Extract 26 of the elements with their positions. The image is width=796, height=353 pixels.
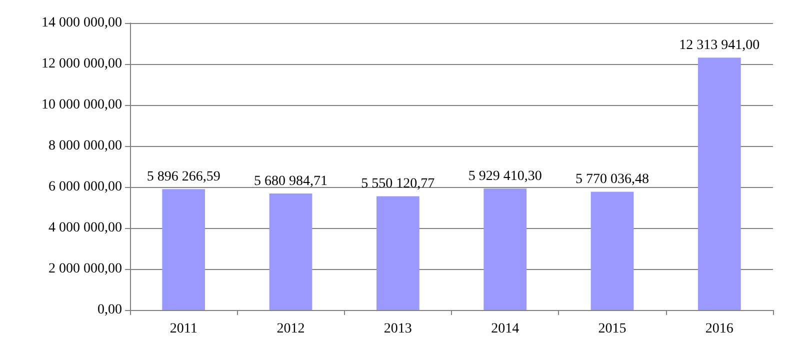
- y-tick-label: 12 000 000,00: [42, 56, 122, 72]
- y-tick-label: 14 000 000,00: [42, 16, 122, 30]
- data-label: 5 550 120,77: [361, 176, 435, 192]
- y-tick-label: 0,00: [98, 302, 122, 318]
- data-label: 5 896 266,59: [146, 170, 220, 185]
- x-tick-label: 2014: [491, 322, 520, 336]
- bar: [698, 58, 741, 310]
- x-tick-label: 2013: [384, 322, 412, 336]
- bar: [162, 189, 206, 310]
- y-tick-label: 6 000 000,00: [48, 180, 122, 194]
- y-tick-label: 2 000 000,00: [48, 262, 122, 276]
- x-tick-label: 2016: [705, 322, 734, 336]
- data-label: 5 770 036,48: [576, 172, 649, 188]
- data-label: 5 680 984,71: [254, 174, 328, 190]
- x-tick-label: 2015: [598, 322, 626, 336]
- data-label: 5 929 410,30: [468, 168, 542, 184]
- y-tick-label: 8 000 000,00: [48, 138, 122, 154]
- bar: [376, 196, 420, 310]
- bar: [590, 192, 634, 310]
- x-tick-label: 2012: [276, 322, 305, 336]
- bar: [484, 188, 527, 310]
- x-tick-label: 2011: [170, 322, 198, 336]
- y-tick-label: 4 000 000,00: [48, 220, 122, 236]
- y-tick-label: 10 000 000,00: [42, 98, 122, 112]
- bar: [269, 194, 312, 310]
- data-label: 12 313 941,00: [679, 38, 760, 54]
